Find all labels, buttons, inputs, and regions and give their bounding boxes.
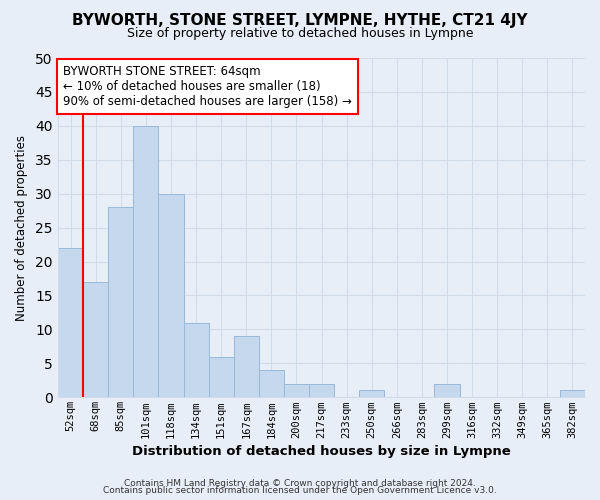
X-axis label: Distribution of detached houses by size in Lympne: Distribution of detached houses by size … <box>132 444 511 458</box>
Bar <box>234 336 259 398</box>
Bar <box>133 126 158 398</box>
Bar <box>58 248 83 398</box>
Bar <box>109 208 133 398</box>
Bar <box>259 370 284 398</box>
Text: Contains HM Land Registry data © Crown copyright and database right 2024.: Contains HM Land Registry data © Crown c… <box>124 478 476 488</box>
Text: BYWORTH STONE STREET: 64sqm
← 10% of detached houses are smaller (18)
90% of sem: BYWORTH STONE STREET: 64sqm ← 10% of det… <box>64 65 352 108</box>
Bar <box>209 356 234 398</box>
Text: Size of property relative to detached houses in Lympne: Size of property relative to detached ho… <box>127 28 473 40</box>
Bar <box>284 384 309 398</box>
Y-axis label: Number of detached properties: Number of detached properties <box>15 134 28 320</box>
Bar <box>309 384 334 398</box>
Bar <box>158 194 184 398</box>
Bar <box>434 384 460 398</box>
Text: Contains public sector information licensed under the Open Government Licence v3: Contains public sector information licen… <box>103 486 497 495</box>
Bar <box>184 322 209 398</box>
Bar <box>83 282 109 398</box>
Text: BYWORTH, STONE STREET, LYMPNE, HYTHE, CT21 4JY: BYWORTH, STONE STREET, LYMPNE, HYTHE, CT… <box>72 12 528 28</box>
Bar <box>359 390 384 398</box>
Bar <box>560 390 585 398</box>
